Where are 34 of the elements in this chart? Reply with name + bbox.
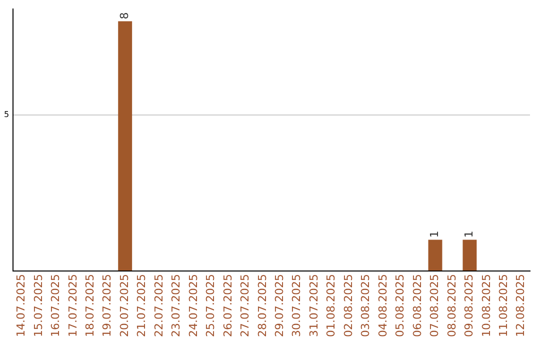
x-tick-label: 19.07.2025	[100, 274, 114, 338]
x-tick-label: 25.07.2025	[204, 274, 218, 338]
x-tick-label: 27.07.2025	[238, 274, 252, 338]
x-tick-label: 04.08.2025	[376, 274, 390, 338]
x-tick-label: 16.07.2025	[49, 274, 62, 338]
x-tick-label: 14.07.2025	[14, 274, 28, 338]
y-tick-label: 5	[4, 110, 10, 120]
x-tick-label: 02.08.2025	[342, 274, 355, 338]
data-label: 1	[428, 230, 442, 238]
x-tick-label: 01.08.2025	[324, 274, 338, 338]
x-tick-label: 23.07.2025	[170, 274, 183, 338]
x-tick-label: 17.07.2025	[66, 274, 80, 338]
x-tick-label: 05.08.2025	[394, 274, 407, 338]
x-tick-label: 31.07.2025	[307, 274, 320, 338]
data-label: 1	[462, 230, 476, 238]
x-tick-label: 09.08.2025	[462, 274, 476, 338]
x-tick-label: 28.07.2025	[256, 274, 269, 338]
x-tick-label: 18.07.2025	[83, 274, 96, 338]
x-tick-label: 29.07.2025	[273, 274, 286, 338]
x-tick-label: 22.07.2025	[152, 274, 166, 338]
x-tick-label: 11.08.2025	[497, 274, 510, 338]
x-tick-label: 21.07.2025	[135, 274, 148, 338]
data-label: 8	[118, 12, 131, 20]
x-tick-label: 07.08.2025	[428, 274, 442, 338]
x-tick-label: 24.07.2025	[186, 274, 200, 338]
x-tick-label: 03.08.2025	[359, 274, 372, 338]
x-tick-label: 08.08.2025	[445, 274, 458, 338]
x-tick-label: 20.07.2025	[118, 274, 131, 338]
x-tick-label: 10.08.2025	[480, 274, 493, 338]
x-tick-label: 12.08.2025	[514, 274, 528, 338]
x-tick-label: 06.08.2025	[410, 274, 424, 338]
x-tick-label: 26.07.2025	[221, 274, 234, 338]
x-tick-label: 15.07.2025	[32, 274, 45, 338]
x-tick-label: 30.07.2025	[290, 274, 304, 338]
